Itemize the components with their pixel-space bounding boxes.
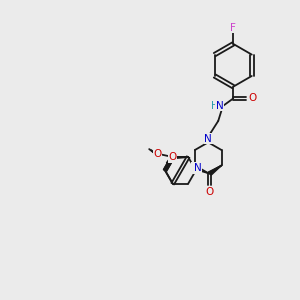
Text: F: F — [230, 22, 236, 32]
Polygon shape — [208, 165, 221, 175]
Text: N: N — [204, 134, 212, 144]
Text: O: O — [248, 94, 257, 103]
Text: O: O — [206, 187, 214, 197]
Text: H: H — [211, 101, 218, 111]
Text: N: N — [204, 134, 212, 143]
Text: O: O — [153, 148, 161, 159]
Text: O: O — [169, 152, 177, 163]
Text: N: N — [192, 163, 200, 173]
Text: N: N — [216, 101, 224, 111]
Text: N: N — [194, 163, 202, 173]
